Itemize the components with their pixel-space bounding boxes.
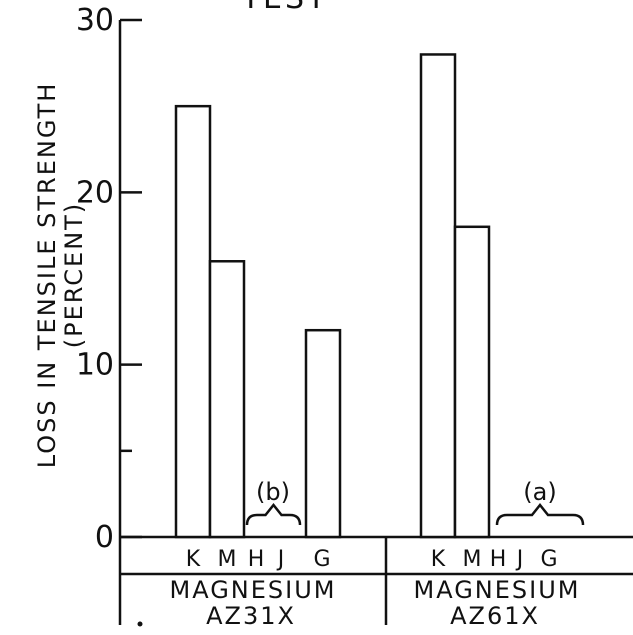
scan-dot (137, 621, 143, 627)
bar-g2-m (453, 225, 491, 539)
category-label-g1-h: H (248, 547, 265, 572)
group-subname-2: AZ61X (450, 602, 540, 630)
group-name-1: MAGNESIUM (169, 576, 336, 604)
bar-g1-m (208, 260, 246, 539)
annotation-label-g1: (b) (256, 478, 290, 506)
category-label-g2-j: J (515, 547, 524, 572)
category-label-g1-j: J (276, 547, 285, 572)
category-label-g1-g: G (313, 547, 330, 572)
y-axis-sublabel: (PERCENT) (60, 202, 88, 348)
category-label-g2-k: K (431, 547, 446, 572)
y-tick-label-20: 20 (76, 175, 114, 210)
category-label-g1-m: M (218, 547, 237, 572)
annotation-label-g2: (a) (523, 478, 556, 506)
y-tick-label-10: 10 (76, 348, 114, 383)
y-axis-label: LOSS IN TENSILE STRENGTH (33, 82, 61, 469)
y-tick-label-30: 30 (76, 3, 114, 38)
group-name-2: MAGNESIUM (413, 576, 580, 604)
category-label-g1-k: K (186, 547, 201, 572)
bar-g1-g (304, 328, 342, 539)
category-label-g2-g: G (540, 547, 557, 572)
bar-g2-k (419, 53, 457, 539)
annotation-brace-g2 (495, 502, 585, 526)
category-label-g2-m: M (463, 547, 482, 572)
annotation-brace-g1 (245, 502, 302, 526)
category-label-g2-h: H (490, 547, 507, 572)
bar-g1-k (174, 104, 212, 539)
chart-title: TEST (241, 0, 329, 16)
y-tick-label-0: 0 (95, 520, 114, 555)
group-subname-1: AZ31X (206, 602, 296, 630)
